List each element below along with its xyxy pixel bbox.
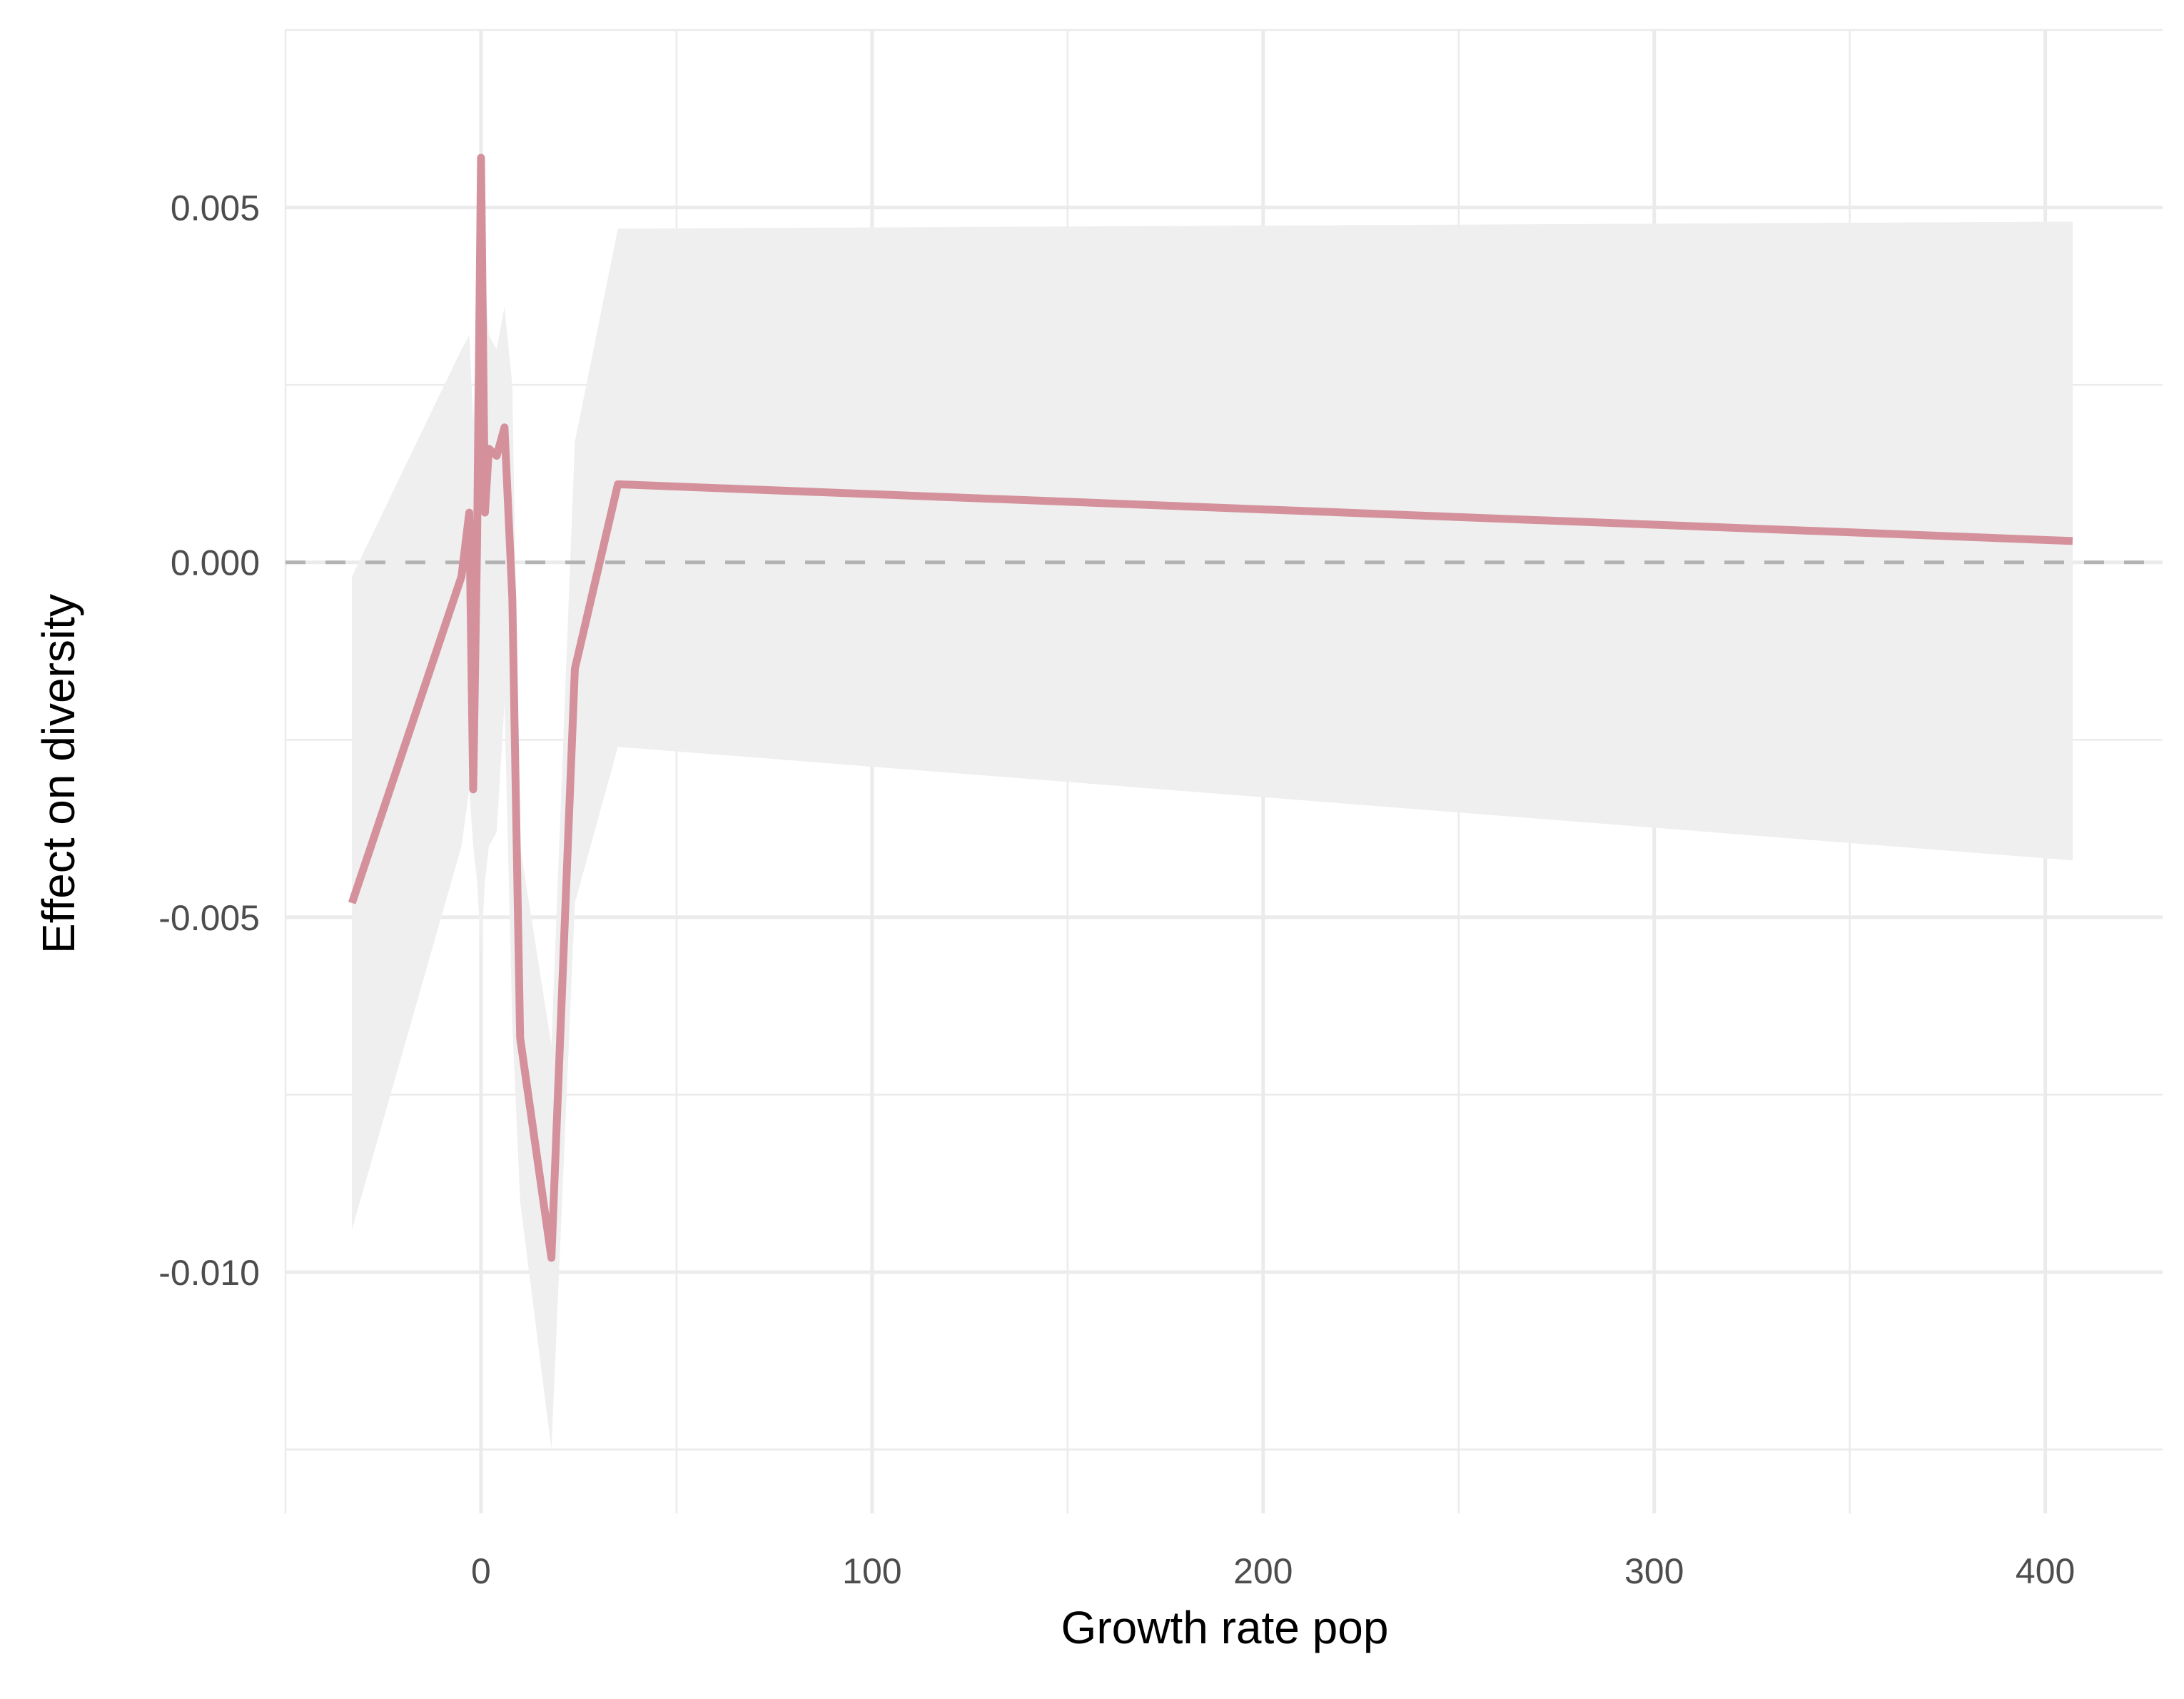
y-tick-label: -0.010	[158, 1253, 260, 1293]
x-tick-label: 0	[471, 1551, 491, 1591]
y-axis-title: Effect on diversity	[33, 594, 84, 954]
y-tick-label: -0.005	[158, 898, 260, 938]
y-tick-label: 0.005	[171, 188, 260, 228]
x-tick-label: 400	[2016, 1551, 2075, 1591]
confidence-band	[352, 151, 2073, 1450]
confidence-band-layer	[352, 151, 2073, 1450]
series-line	[348, 153, 2073, 1262]
tick-labels: 0 100 200 300 400 -0.010 -0.005 0.000 0.005	[158, 188, 2075, 1591]
y-tick-label: 0.000	[171, 543, 260, 583]
x-tick-label: 100	[842, 1551, 901, 1591]
x-axis-title: Growth rate pop	[1061, 1602, 1389, 1653]
x-tick-label: 300	[1624, 1551, 1684, 1591]
series-line-layer	[348, 153, 2073, 1262]
x-tick-label: 200	[1233, 1551, 1293, 1591]
